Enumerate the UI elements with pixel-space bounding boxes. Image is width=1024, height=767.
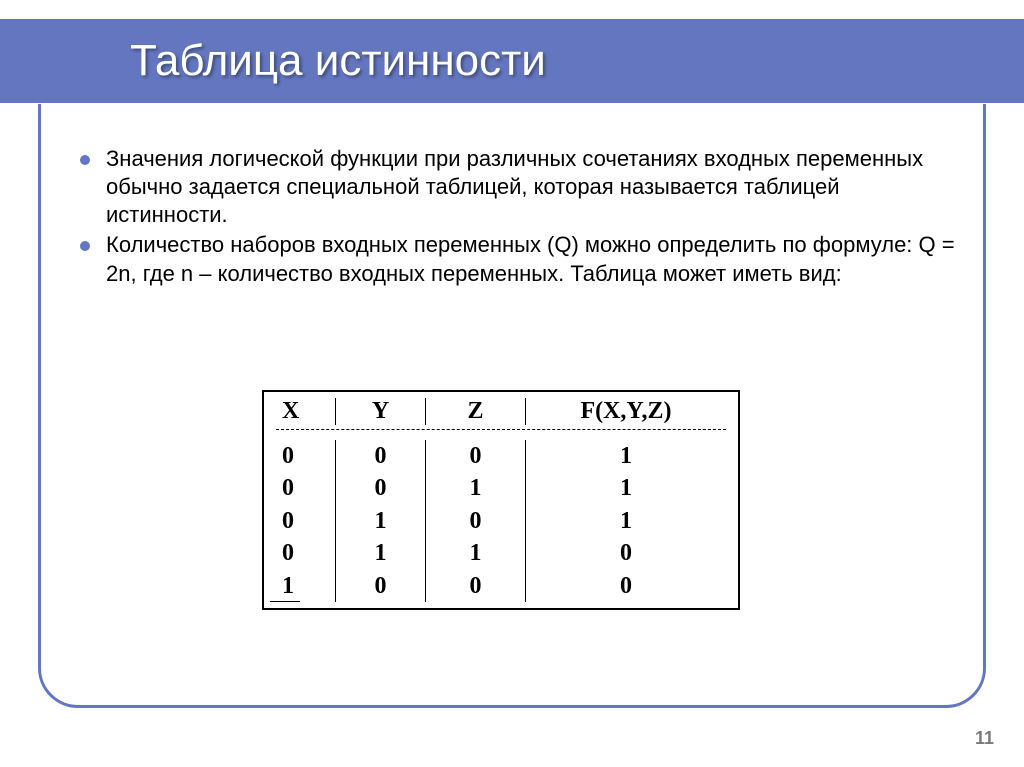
col-header-f: F(X,Y,Z): [526, 398, 726, 425]
col-header-y: Y: [336, 398, 426, 425]
table-header: X Y Z F(X,Y,Z): [276, 398, 726, 430]
bullet-list: Значения логической функции при различны…: [80, 145, 960, 290]
list-item: Значения логической функции при различны…: [80, 145, 960, 229]
col-header-x: X: [276, 398, 336, 425]
title-bar: Таблица истинности: [0, 18, 1024, 104]
table-row: 0 0 0 1: [276, 440, 726, 472]
bullet-text: Количество наборов входных переменных (Q…: [106, 231, 960, 287]
table-row: 0 1 0 1: [276, 505, 726, 537]
table-underline: [270, 601, 300, 602]
bullet-text: Значения логической функции при различны…: [106, 145, 960, 229]
slide-title: Таблица истинности: [130, 36, 546, 86]
list-item: Количество наборов входных переменных (Q…: [80, 231, 960, 287]
table-row: 0 0 1 1: [276, 472, 726, 504]
table-row: 1 0 0 0: [276, 570, 726, 602]
table-row: 0 1 1 0: [276, 537, 726, 569]
bullet-icon: [80, 155, 90, 165]
truth-table: X Y Z F(X,Y,Z) 0 0 0 1 0 0 1 1 0 1 0 1 0…: [262, 390, 740, 610]
page-number: 11: [975, 728, 994, 749]
bullet-icon: [80, 241, 90, 251]
col-header-z: Z: [426, 398, 526, 425]
